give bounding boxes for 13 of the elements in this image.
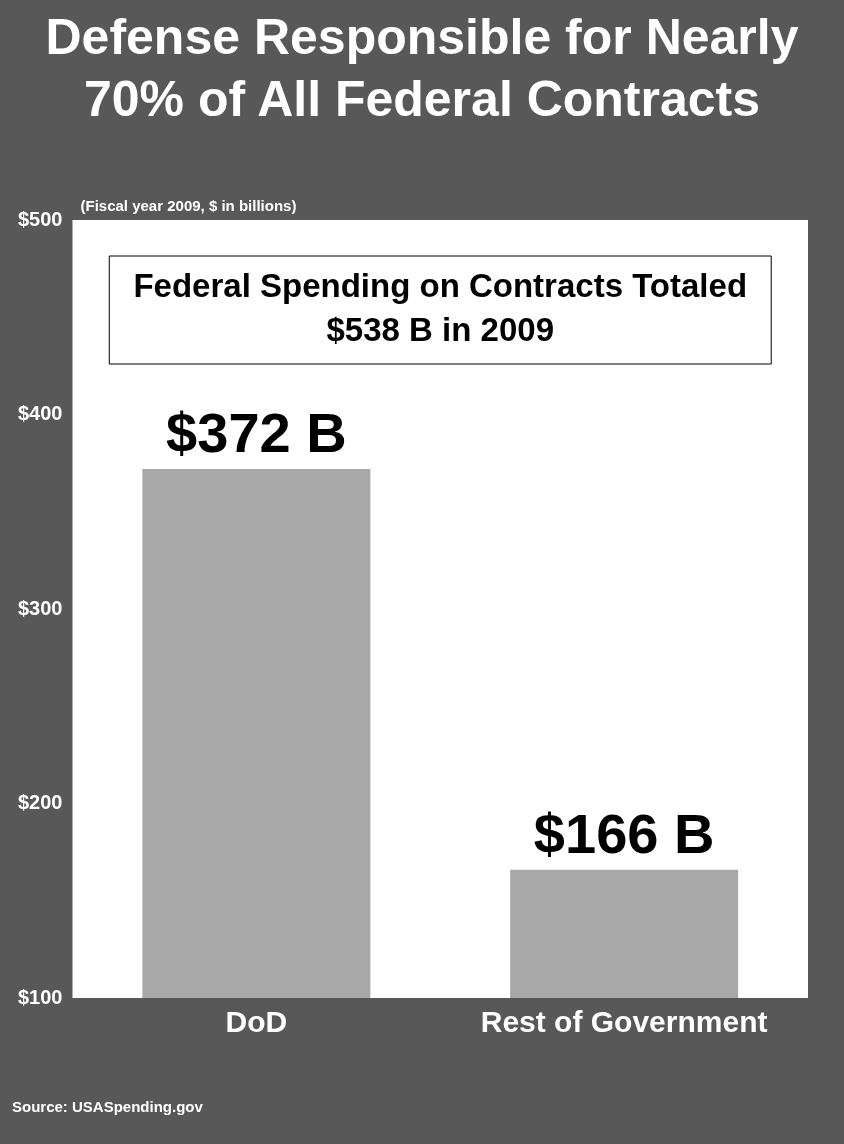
- data-label: $372 B: [166, 401, 347, 465]
- y-tick-label: $500: [17, 207, 63, 230]
- annotation: Federal Spending on Contracts Totaled $538 B in 2009: [133, 267, 748, 349]
- y-tick-label: $200: [17, 791, 63, 814]
- source-note: Source: USASpending.gov: [12, 1098, 203, 1115]
- x-tick-label: DoD: [225, 1005, 288, 1039]
- y-tick-label: $300: [17, 596, 63, 619]
- x-tick-label: Rest of Government: [480, 1005, 768, 1039]
- y-tick-label: $400: [17, 402, 63, 425]
- chart-subtitle: (Fiscal year 2009, $ in billions): [80, 196, 297, 214]
- chart-title: Defense Responsible for Nearly 70% of All Federal Contracts: [44, 8, 800, 129]
- y-tick-label: $100: [17, 985, 63, 1008]
- data-label: $166 B: [533, 802, 715, 866]
